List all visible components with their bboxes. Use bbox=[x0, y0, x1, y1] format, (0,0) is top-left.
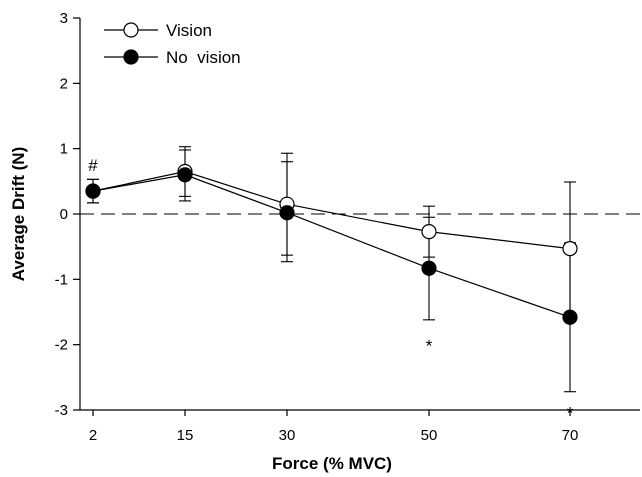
error-bars bbox=[87, 146, 576, 393]
legend-label-no-vision: No vision bbox=[166, 48, 241, 67]
data-point-no-vision bbox=[421, 260, 437, 276]
annotations: # * * bbox=[88, 156, 573, 423]
legend-marker-no-vision bbox=[123, 49, 139, 65]
y-tick-label: 3 bbox=[60, 10, 68, 27]
x-tick-label: 2 bbox=[89, 427, 97, 444]
data-point-no-vision bbox=[562, 309, 578, 325]
legend-label-vision: Vision bbox=[166, 21, 212, 40]
x-axis-ticks: 2 15 30 50 70 bbox=[89, 410, 579, 444]
series-lines bbox=[92, 170, 571, 318]
significance-asterisk: * bbox=[426, 336, 433, 355]
plot-area bbox=[79, 18, 640, 411]
significance-asterisk: * bbox=[567, 404, 574, 423]
x-tick-label: 15 bbox=[177, 427, 194, 444]
data-point-no-vision bbox=[279, 205, 295, 221]
x-tick-label: 70 bbox=[562, 427, 579, 444]
y-tick-label: 1 bbox=[60, 141, 68, 158]
series-line-vision bbox=[92, 170, 571, 250]
data-points bbox=[85, 163, 578, 325]
y-axis-ticks: 3 2 1 0 -1 -2 -3 bbox=[55, 10, 80, 419]
legend-marker-vision bbox=[123, 22, 139, 38]
data-point-vision bbox=[421, 224, 437, 240]
y-tick-label: 0 bbox=[60, 206, 68, 223]
x-axis-title: Force (% MVC) bbox=[272, 454, 392, 473]
x-tick-label: 30 bbox=[279, 427, 296, 444]
legend: Vision No vision bbox=[104, 21, 241, 67]
data-point-no-vision bbox=[85, 183, 101, 199]
series-line-no-vision bbox=[92, 174, 571, 318]
y-tick-label: -1 bbox=[55, 271, 68, 288]
y-tick-label: -3 bbox=[55, 402, 68, 419]
y-tick-label: 2 bbox=[60, 75, 68, 92]
data-point-vision bbox=[562, 241, 578, 257]
y-tick-label: -2 bbox=[55, 337, 68, 354]
y-axis-title: Average Drift (N) bbox=[9, 147, 28, 281]
data-point-no-vision bbox=[177, 167, 193, 183]
significance-hash-mark: # bbox=[88, 156, 98, 175]
x-tick-label: 50 bbox=[421, 427, 438, 444]
